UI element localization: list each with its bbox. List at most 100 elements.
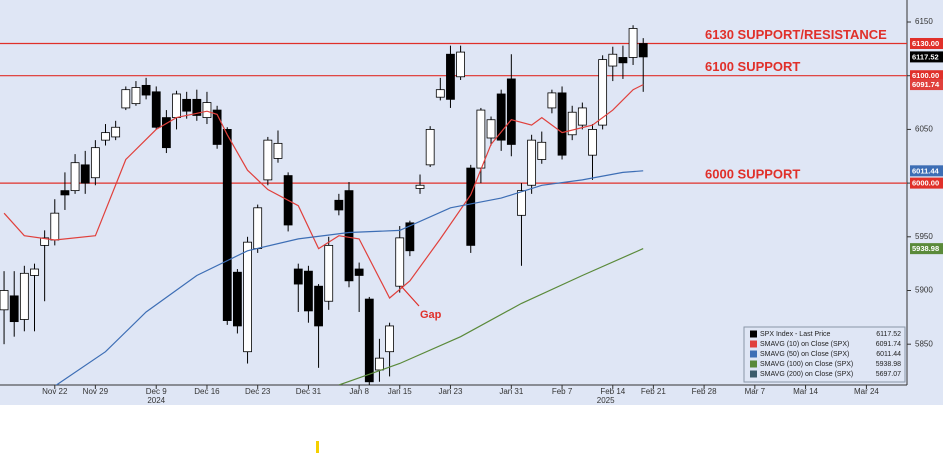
candle-body xyxy=(486,119,496,139)
x-tick-label: Nov 29 xyxy=(83,387,109,396)
legend-swatch xyxy=(750,340,757,348)
x-tick-label: Feb 21 xyxy=(641,387,666,396)
candle-body xyxy=(527,139,537,186)
candle-body xyxy=(19,272,29,320)
candle-body xyxy=(618,57,628,64)
legend-label: SMAVG (10) on Close (SPX) xyxy=(760,341,849,348)
value-tag-label: 6011.44 xyxy=(912,166,940,175)
x-tick-label: Jan 8 xyxy=(349,387,369,396)
candle-body xyxy=(233,271,242,327)
candle-body xyxy=(506,78,516,145)
x-tick-label: Mar 24 xyxy=(854,387,879,396)
candle-body xyxy=(628,28,638,58)
candle-body xyxy=(192,98,202,116)
candle-body xyxy=(638,43,648,58)
candle-body xyxy=(111,126,121,138)
candle-body xyxy=(273,142,283,159)
candle-body xyxy=(253,207,263,250)
x-tick-label: Jan 31 xyxy=(499,387,524,396)
candle-body xyxy=(598,59,608,126)
candle-body xyxy=(547,92,557,109)
value-tag-label: 6100.00 xyxy=(912,71,939,80)
candle-body xyxy=(405,222,415,252)
candle-body xyxy=(557,92,567,156)
candle-body xyxy=(608,53,618,67)
legend-value: 5938.98 xyxy=(876,361,901,368)
y-tick-label: 5850 xyxy=(915,339,933,348)
candle-body xyxy=(425,129,435,166)
x-tick-label: Mar 14 xyxy=(793,387,818,396)
value-tag xyxy=(910,165,943,177)
value-tag xyxy=(910,243,943,255)
candle-body xyxy=(334,199,344,211)
value-tag-label: 5938.98 xyxy=(912,244,939,253)
candle-body xyxy=(324,244,334,302)
y-tick-label: 5900 xyxy=(915,286,933,295)
candle-body xyxy=(466,167,476,246)
candle-body xyxy=(101,132,110,141)
x-tick-label: Jan 15 xyxy=(388,387,413,396)
legend-value: 6011.44 xyxy=(876,351,901,358)
year-label: 2024 xyxy=(147,396,165,405)
x-tick-label: Nov 22 xyxy=(42,387,68,396)
candle-body xyxy=(517,190,526,216)
candle-body xyxy=(50,212,60,241)
candle-body xyxy=(314,285,323,327)
candle-body xyxy=(476,109,486,169)
candle-body xyxy=(446,53,455,100)
candle-body xyxy=(304,270,313,312)
annotation: Gap xyxy=(420,309,442,321)
candle-body xyxy=(415,184,425,189)
x-tick-label: Jan 23 xyxy=(438,387,463,396)
candle-body xyxy=(60,190,70,196)
candle-body xyxy=(496,93,506,141)
candle-body xyxy=(456,51,466,78)
value-tag xyxy=(910,79,943,91)
legend-value: 6117.52 xyxy=(876,331,901,338)
annotation-arrow xyxy=(400,285,420,307)
legend-label: SMAVG (50) on Close (SPX) xyxy=(760,351,849,358)
candle-body xyxy=(40,237,50,246)
value-tag-label: 6091.74 xyxy=(912,80,940,89)
candle-body xyxy=(588,129,597,156)
legend-value: 6091.74 xyxy=(876,341,901,348)
x-tick-label: Dec 31 xyxy=(296,387,322,396)
candle-body xyxy=(395,237,405,287)
candle-body xyxy=(141,84,151,96)
x-tick-label: Feb 28 xyxy=(692,387,717,396)
value-tag xyxy=(910,70,943,82)
candle-body xyxy=(151,91,161,128)
candle-body xyxy=(263,139,273,181)
candle-body xyxy=(567,111,577,136)
candle-body xyxy=(537,141,547,160)
candle-body xyxy=(161,117,171,149)
candle-body xyxy=(385,325,394,353)
legend-value: 5697.07 xyxy=(876,371,901,378)
candle-body xyxy=(364,298,374,383)
legend-box xyxy=(743,326,906,383)
moving-average xyxy=(55,170,644,385)
plot-area xyxy=(0,25,907,385)
candle-body xyxy=(80,164,90,184)
candle-body xyxy=(202,102,212,118)
x-tick-label: Feb 14 xyxy=(600,387,625,396)
support-label: 6000 SUPPORT xyxy=(705,167,800,182)
legend-swatch xyxy=(750,330,757,338)
candle-body xyxy=(435,89,445,98)
value-tag-label: 6117.52 xyxy=(912,52,939,61)
moving-average xyxy=(338,248,644,385)
candle-body xyxy=(243,241,252,353)
value-tag xyxy=(910,177,943,189)
value-tag-label: 6130.00 xyxy=(912,39,939,48)
candle-body xyxy=(172,93,181,118)
candle-body xyxy=(344,190,354,282)
marker xyxy=(316,441,319,453)
candle-body xyxy=(0,290,9,311)
support-label: 6130 SUPPORT/RESISTANCE xyxy=(705,27,887,42)
candle-body xyxy=(212,109,222,145)
x-tick-label: Feb 7 xyxy=(552,387,573,396)
y-tick-label: 5950 xyxy=(915,232,933,241)
candle-body xyxy=(375,357,384,371)
